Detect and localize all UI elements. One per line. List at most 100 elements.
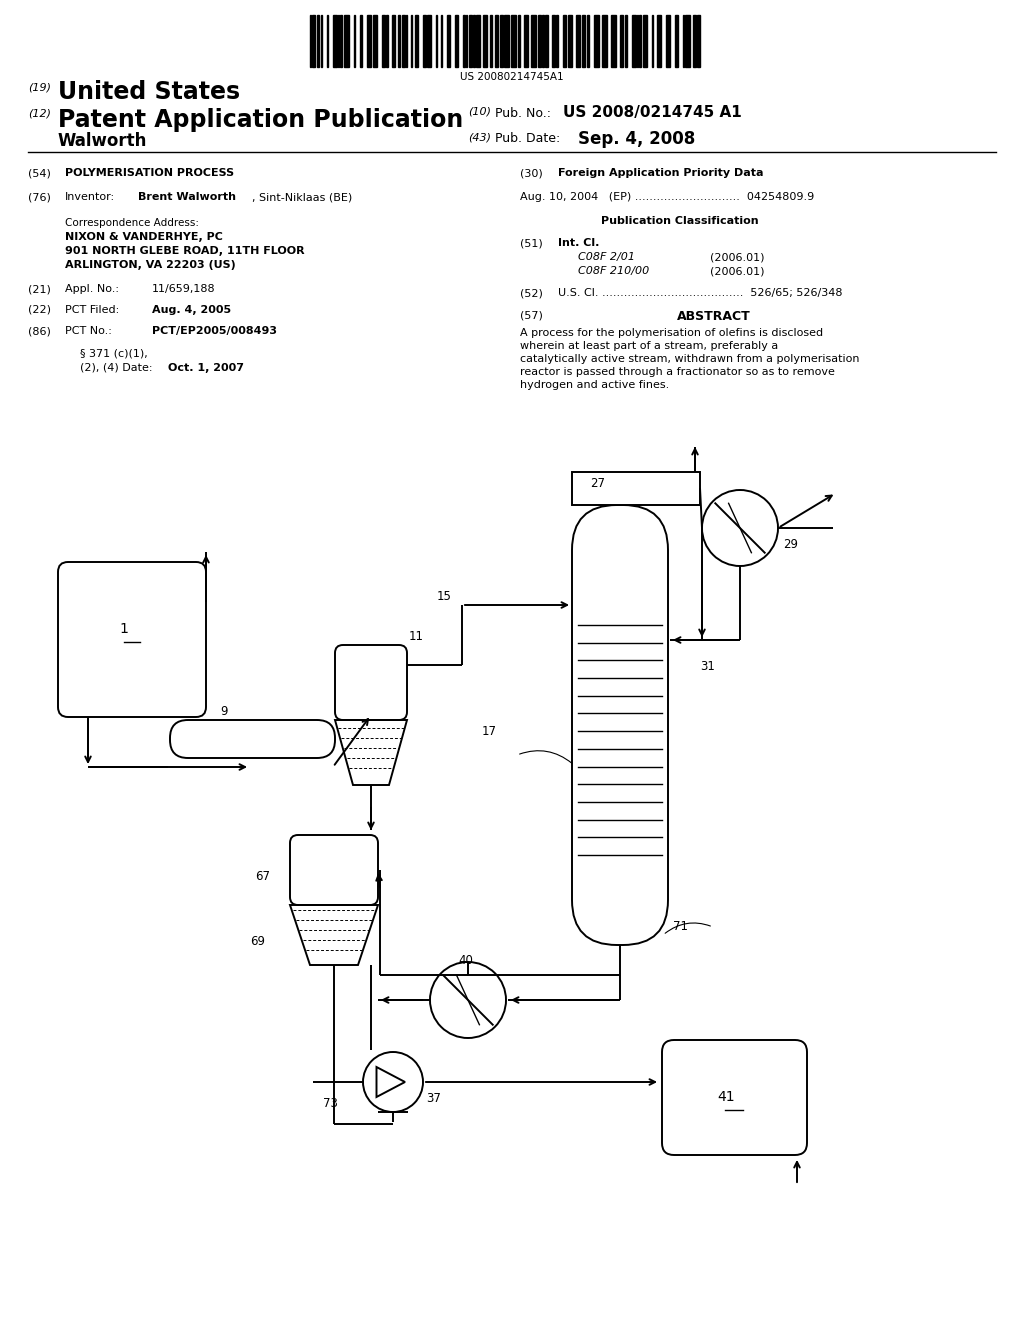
Text: (21): (21) bbox=[28, 284, 51, 294]
Bar bbox=[490, 15, 492, 67]
Bar bbox=[386, 15, 388, 67]
Text: wherein at least part of a stream, preferably a: wherein at least part of a stream, prefe… bbox=[520, 341, 778, 351]
Text: 901 NORTH GLEBE ROAD, 11TH FLOOR: 901 NORTH GLEBE ROAD, 11TH FLOOR bbox=[65, 246, 304, 256]
Text: Pub. Date:: Pub. Date: bbox=[495, 132, 560, 145]
Text: ABSTRACT: ABSTRACT bbox=[677, 310, 751, 323]
Bar bbox=[685, 15, 690, 67]
Bar bbox=[476, 15, 480, 67]
Text: Sep. 4, 2008: Sep. 4, 2008 bbox=[578, 129, 695, 148]
Text: 27: 27 bbox=[590, 477, 605, 490]
Text: hydrogen and active fines.: hydrogen and active fines. bbox=[520, 380, 670, 389]
Text: (54): (54) bbox=[28, 168, 51, 178]
Text: 40: 40 bbox=[458, 954, 473, 968]
Bar bbox=[625, 15, 627, 67]
Bar bbox=[675, 15, 678, 67]
Text: 41: 41 bbox=[717, 1090, 735, 1104]
Text: (43): (43) bbox=[468, 132, 490, 143]
Bar bbox=[317, 15, 319, 67]
Text: (2006.01): (2006.01) bbox=[710, 267, 765, 276]
Text: Correspondence Address:: Correspondence Address: bbox=[65, 218, 199, 228]
Text: Walworth: Walworth bbox=[58, 132, 147, 150]
FancyBboxPatch shape bbox=[290, 836, 378, 906]
Text: (10): (10) bbox=[468, 107, 490, 117]
Bar bbox=[697, 15, 700, 67]
Text: C08F 210/00: C08F 210/00 bbox=[578, 267, 649, 276]
Text: PCT No.:: PCT No.: bbox=[65, 326, 112, 337]
Text: 31: 31 bbox=[700, 660, 715, 673]
Text: (57): (57) bbox=[520, 310, 543, 319]
Bar bbox=[611, 15, 616, 67]
Bar bbox=[382, 15, 385, 67]
Bar bbox=[415, 15, 418, 67]
Text: (2006.01): (2006.01) bbox=[710, 252, 765, 261]
Bar bbox=[344, 15, 349, 67]
FancyBboxPatch shape bbox=[572, 506, 668, 945]
Bar bbox=[545, 15, 548, 67]
Bar bbox=[632, 15, 636, 67]
Text: (30): (30) bbox=[520, 168, 543, 178]
Bar bbox=[538, 15, 541, 67]
Text: (2), (4) Date:: (2), (4) Date: bbox=[80, 363, 153, 374]
Text: C08F 2/01: C08F 2/01 bbox=[578, 252, 635, 261]
Text: 15: 15 bbox=[437, 590, 452, 603]
Text: A process for the polymerisation of olefins is disclosed: A process for the polymerisation of olef… bbox=[520, 327, 823, 338]
Text: PCT/EP2005/008493: PCT/EP2005/008493 bbox=[152, 326, 278, 337]
Text: ARLINGTON, VA 22203 (US): ARLINGTON, VA 22203 (US) bbox=[65, 260, 236, 271]
Text: (19): (19) bbox=[28, 83, 51, 92]
Bar bbox=[639, 15, 641, 67]
Text: 9: 9 bbox=[220, 705, 227, 718]
Bar bbox=[423, 15, 426, 67]
Text: NIXON & VANDERHYE, PC: NIXON & VANDERHYE, PC bbox=[65, 232, 223, 242]
Text: Patent Application Publication: Patent Application Publication bbox=[58, 108, 463, 132]
Text: United States: United States bbox=[58, 81, 240, 104]
Text: PCT Filed:: PCT Filed: bbox=[65, 305, 119, 315]
Bar bbox=[463, 15, 465, 67]
Bar bbox=[587, 15, 589, 67]
FancyBboxPatch shape bbox=[335, 645, 407, 719]
Text: catalytically active stream, withdrawn from a polymerisation: catalytically active stream, withdrawn f… bbox=[520, 354, 859, 364]
Bar bbox=[572, 473, 700, 506]
Text: (22): (22) bbox=[28, 305, 51, 315]
Text: Aug. 4, 2005: Aug. 4, 2005 bbox=[152, 305, 231, 315]
Text: 73: 73 bbox=[323, 1097, 338, 1110]
Text: US 20080214745A1: US 20080214745A1 bbox=[460, 73, 564, 82]
Text: 17: 17 bbox=[482, 725, 497, 738]
Text: (12): (12) bbox=[28, 108, 51, 117]
Bar bbox=[568, 15, 572, 67]
Text: (76): (76) bbox=[28, 191, 51, 202]
Bar bbox=[511, 15, 516, 67]
Bar bbox=[312, 15, 315, 67]
Text: (52): (52) bbox=[520, 288, 543, 298]
Bar bbox=[563, 15, 566, 67]
Text: Int. Cl.: Int. Cl. bbox=[558, 238, 599, 248]
Text: 67: 67 bbox=[255, 870, 270, 883]
Text: reactor is passed through a fractionator so as to remove: reactor is passed through a fractionator… bbox=[520, 367, 835, 378]
Text: (51): (51) bbox=[520, 238, 543, 248]
Bar bbox=[518, 15, 520, 67]
Text: 29: 29 bbox=[783, 539, 798, 550]
Bar bbox=[402, 15, 406, 67]
FancyBboxPatch shape bbox=[662, 1040, 807, 1155]
Bar bbox=[367, 15, 371, 67]
Text: 69: 69 bbox=[250, 935, 265, 948]
Bar bbox=[620, 15, 623, 67]
Bar bbox=[542, 15, 544, 67]
Bar bbox=[333, 15, 337, 67]
Text: § 371 (c)(1),: § 371 (c)(1), bbox=[80, 348, 147, 358]
Text: Inventor:: Inventor: bbox=[65, 191, 115, 202]
Text: US 2008/0214745 A1: US 2008/0214745 A1 bbox=[563, 106, 741, 120]
Bar bbox=[657, 15, 662, 67]
Text: Brent Walworth: Brent Walworth bbox=[138, 191, 236, 202]
Bar bbox=[392, 15, 395, 67]
Text: Pub. No.:: Pub. No.: bbox=[495, 107, 551, 120]
Bar bbox=[556, 15, 558, 67]
Bar bbox=[469, 15, 472, 67]
Text: 37: 37 bbox=[426, 1092, 441, 1105]
Text: 11: 11 bbox=[409, 630, 424, 643]
Text: , Sint-Niklaas (BE): , Sint-Niklaas (BE) bbox=[252, 191, 352, 202]
Bar bbox=[594, 15, 599, 67]
Text: Appl. No.:: Appl. No.: bbox=[65, 284, 119, 294]
Bar bbox=[360, 15, 362, 67]
Bar bbox=[455, 15, 458, 67]
Bar bbox=[483, 15, 487, 67]
